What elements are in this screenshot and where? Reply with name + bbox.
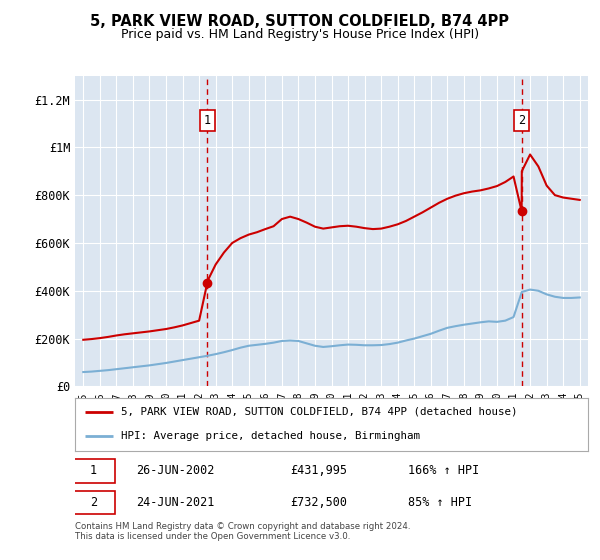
Text: 5, PARK VIEW ROAD, SUTTON COLDFIELD, B74 4PP (detached house): 5, PARK VIEW ROAD, SUTTON COLDFIELD, B74…: [121, 407, 518, 417]
Text: Price paid vs. HM Land Registry's House Price Index (HPI): Price paid vs. HM Land Registry's House …: [121, 28, 479, 41]
Text: Contains HM Land Registry data © Crown copyright and database right 2024.
This d: Contains HM Land Registry data © Crown c…: [75, 522, 410, 542]
Text: 5, PARK VIEW ROAD, SUTTON COLDFIELD, B74 4PP: 5, PARK VIEW ROAD, SUTTON COLDFIELD, B74…: [91, 14, 509, 29]
Text: £732,500: £732,500: [290, 496, 347, 510]
Text: 166% ↑ HPI: 166% ↑ HPI: [409, 464, 480, 478]
Text: 24-JUN-2021: 24-JUN-2021: [137, 496, 215, 510]
Text: HPI: Average price, detached house, Birmingham: HPI: Average price, detached house, Birm…: [121, 431, 420, 441]
Text: 26-JUN-2002: 26-JUN-2002: [137, 464, 215, 478]
Text: 1: 1: [90, 464, 97, 478]
Text: 2: 2: [518, 114, 525, 127]
FancyBboxPatch shape: [73, 459, 115, 483]
FancyBboxPatch shape: [73, 491, 115, 515]
Text: 1: 1: [203, 114, 211, 127]
Text: 2: 2: [90, 496, 97, 510]
Text: £431,995: £431,995: [290, 464, 347, 478]
Text: 85% ↑ HPI: 85% ↑ HPI: [409, 496, 473, 510]
